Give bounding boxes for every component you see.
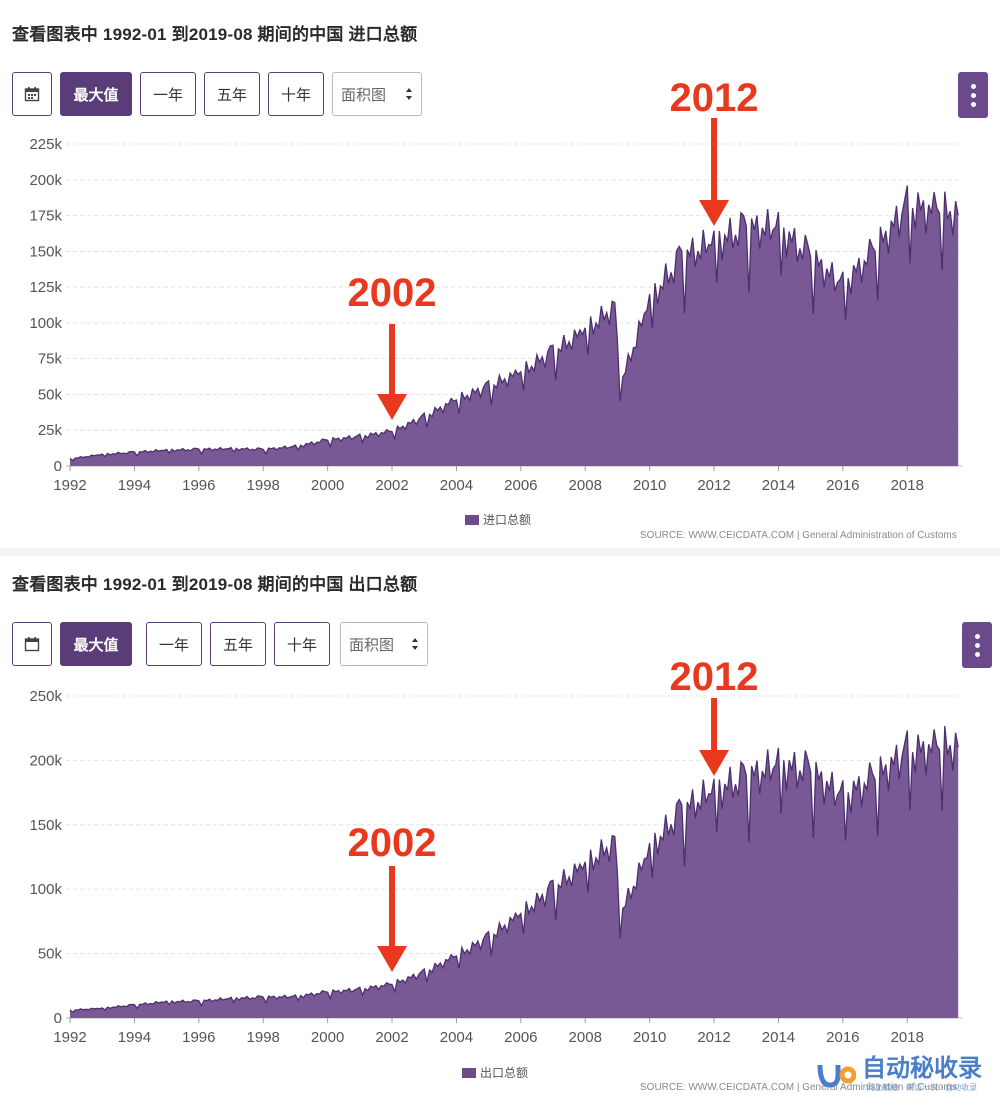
annotation-arrow-head xyxy=(699,750,730,776)
y-tick-label: 225k xyxy=(29,136,62,153)
kebab-menu-icon[interactable] xyxy=(962,622,992,668)
range-button-10y[interactable]: 十年 xyxy=(268,72,324,116)
x-tick-label: 2008 xyxy=(569,1029,602,1046)
x-tick-label: 2010 xyxy=(633,1029,666,1046)
y-tick-label: 50k xyxy=(38,386,63,403)
calendar-icon xyxy=(24,637,40,652)
y-tick-label: 0 xyxy=(54,458,62,475)
x-tick-label: 2006 xyxy=(504,1029,537,1046)
x-tick-label: 2014 xyxy=(762,477,795,494)
x-tick-label: 1996 xyxy=(182,1029,215,1046)
kebab-menu-icon[interactable] xyxy=(958,72,988,118)
annotation-arrow-head xyxy=(377,946,408,972)
x-tick-label: 1994 xyxy=(118,1029,151,1046)
range-button-5y[interactable]: 五年 xyxy=(204,72,260,116)
y-tick-label: 150k xyxy=(29,243,62,260)
y-tick-label: 50k xyxy=(38,946,63,963)
range-button-5y[interactable]: 五年 xyxy=(210,622,266,666)
y-tick-label: 25k xyxy=(38,422,63,439)
chart-type-select-value: 面积图 xyxy=(341,86,387,104)
x-tick-label: 2008 xyxy=(569,477,602,494)
x-tick-label: 2014 xyxy=(762,1029,795,1046)
x-tick-label: 1996 xyxy=(182,477,215,494)
x-tick-label: 2002 xyxy=(375,477,408,494)
x-tick-label: 2000 xyxy=(311,1029,344,1046)
legend-swatch xyxy=(465,514,479,525)
x-tick-label: 2018 xyxy=(891,1029,924,1046)
x-tick-label: 2010 xyxy=(633,477,666,494)
watermark-logo-icon xyxy=(817,1064,856,1088)
chart-type-select-value: 面积图 xyxy=(349,636,395,654)
source-credit: SOURCE: WWW.CEICDATA.COM | General Admin… xyxy=(640,1082,957,1093)
calendar-icon xyxy=(24,87,40,102)
y-tick-label: 0 xyxy=(54,1010,62,1027)
annotation-label: 2002 xyxy=(348,271,437,315)
exports-area-chart: 0 50k 100k 150k 200k 250k 1992 1994 1996 1998 2000… xyxy=(29,655,962,1046)
y-tick-label: 200k xyxy=(29,752,62,769)
y-tick-label: 75k xyxy=(38,351,63,368)
x-tick-label: 2006 xyxy=(504,477,537,494)
chart-panel-imports: 查看图表中 1992-01 到2019-08 期间的中国 进口总额 最大值 一年… xyxy=(0,0,1000,548)
y-tick-label: 150k xyxy=(29,817,62,834)
series-line xyxy=(69,725,959,1014)
range-button-1y[interactable]: 一年 xyxy=(140,72,196,116)
chart-title: 查看图表中 1992-01 到2019-08 期间的中国 进口总额 xyxy=(12,25,418,44)
x-tick-label: 2016 xyxy=(826,477,859,494)
watermark-subtitle: 网上链接 · 来访一次 · 自动收录 xyxy=(866,1083,978,1092)
chart-type-select[interactable]: 面积图 xyxy=(332,72,422,116)
chart-legend[interactable]: 进口总额 xyxy=(465,511,531,528)
range-button-max[interactable]: 最大值 xyxy=(60,622,132,666)
x-tick-label: 2018 xyxy=(891,477,924,494)
legend-swatch xyxy=(462,1067,476,1078)
x-tick-label: 2002 xyxy=(375,1029,408,1046)
annotation-label: 2012 xyxy=(670,655,759,699)
x-tick-label: 1992 xyxy=(53,1029,86,1046)
series-area[interactable] xyxy=(70,726,959,1018)
x-tick-label: 1994 xyxy=(118,477,151,494)
chart-title: 查看图表中 1992-01 到2019-08 期间的中国 出口总额 xyxy=(12,575,418,594)
y-tick-label: 125k xyxy=(29,279,62,296)
range-button-1y[interactable]: 一年 xyxy=(146,622,202,666)
series-line xyxy=(69,185,959,462)
annotation-label: 2002 xyxy=(348,821,437,865)
x-tick-label: 2012 xyxy=(697,1029,730,1046)
annotation-arrow-head xyxy=(377,394,408,420)
annotation-arrow-head xyxy=(699,200,730,226)
range-button-10y[interactable]: 十年 xyxy=(274,622,330,666)
y-tick-label: 200k xyxy=(29,172,62,189)
y-tick-label: 175k xyxy=(29,208,62,225)
calendar-button[interactable] xyxy=(12,72,52,116)
y-tick-label: 100k xyxy=(29,315,62,332)
chart-panel-exports: 查看图表中 1992-01 到2019-08 期间的中国 出口总额 最大值 一年… xyxy=(0,556,1000,1107)
imports-area-chart: 0 25k 50k 75k 100k 125k 150k 175k 200k 225k 1992 19… xyxy=(29,76,962,494)
x-tick-label: 1998 xyxy=(247,1029,280,1046)
select-arrows-icon xyxy=(406,88,412,100)
watermark-title: 自动秘收录 xyxy=(862,1055,982,1082)
x-tick-label: 2004 xyxy=(440,1029,473,1046)
x-tick-label: 2000 xyxy=(311,477,344,494)
chart-legend[interactable]: 出口总额 xyxy=(462,1064,528,1081)
range-button-max[interactable]: 最大值 xyxy=(60,72,132,116)
legend-label: 出口总额 xyxy=(480,1066,529,1080)
x-tick-label: 2012 xyxy=(697,477,730,494)
x-tick-label: 2004 xyxy=(440,477,473,494)
x-tick-label: 2016 xyxy=(826,1029,859,1046)
x-tick-label: 1998 xyxy=(247,477,280,494)
y-tick-label: 250k xyxy=(29,688,62,705)
legend-label: 进口总额 xyxy=(483,513,532,527)
chart-type-select[interactable]: 面积图 xyxy=(340,622,428,666)
watermark: 自动秘收录 网上链接 · 来访一次 · 自动收录 xyxy=(816,1056,982,1093)
x-tick-label: 1992 xyxy=(53,477,86,494)
source-credit: SOURCE: WWW.CEICDATA.COM | General Admin… xyxy=(640,530,957,541)
annotation-label: 2012 xyxy=(670,76,759,120)
select-arrows-icon xyxy=(412,638,418,650)
series-area[interactable] xyxy=(70,185,959,467)
y-tick-label: 100k xyxy=(29,881,62,898)
calendar-button[interactable] xyxy=(12,622,52,666)
